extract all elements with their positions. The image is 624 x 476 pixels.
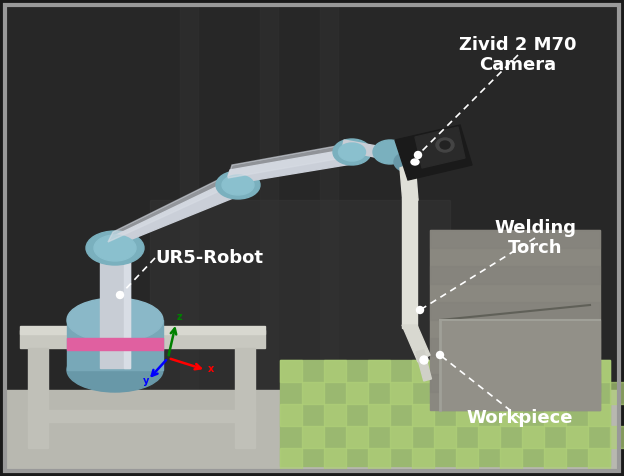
- Ellipse shape: [436, 138, 454, 152]
- Bar: [324, 360, 346, 382]
- Ellipse shape: [411, 159, 419, 165]
- Ellipse shape: [373, 140, 407, 164]
- Bar: [456, 404, 478, 426]
- Bar: [324, 448, 346, 470]
- Bar: [522, 382, 544, 404]
- Ellipse shape: [216, 171, 260, 199]
- Bar: [500, 448, 522, 470]
- Polygon shape: [402, 325, 430, 362]
- Bar: [124, 248, 130, 368]
- Bar: [588, 404, 610, 426]
- Bar: [180, 5, 198, 425]
- Bar: [430, 230, 600, 248]
- Bar: [500, 404, 522, 426]
- Bar: [28, 410, 255, 422]
- Bar: [67, 338, 163, 350]
- Polygon shape: [228, 143, 354, 178]
- Bar: [588, 448, 610, 470]
- Circle shape: [416, 307, 424, 314]
- Bar: [478, 382, 500, 404]
- Bar: [430, 230, 600, 410]
- Bar: [434, 382, 456, 404]
- Bar: [402, 198, 417, 328]
- Text: Workpiece: Workpiece: [467, 409, 573, 427]
- Bar: [544, 448, 566, 470]
- Polygon shape: [395, 125, 472, 180]
- Ellipse shape: [222, 175, 254, 195]
- Bar: [588, 360, 610, 382]
- Polygon shape: [415, 127, 465, 168]
- Bar: [566, 426, 588, 448]
- Ellipse shape: [86, 231, 144, 265]
- Ellipse shape: [440, 141, 450, 149]
- Bar: [280, 360, 610, 466]
- Bar: [412, 360, 434, 382]
- Bar: [610, 382, 624, 404]
- Bar: [368, 360, 390, 382]
- Bar: [28, 348, 48, 448]
- Bar: [320, 5, 338, 425]
- Circle shape: [414, 151, 421, 159]
- Bar: [390, 382, 412, 404]
- Bar: [456, 448, 478, 470]
- Bar: [20, 326, 265, 334]
- Bar: [5, 390, 619, 471]
- Polygon shape: [100, 178, 248, 252]
- Bar: [478, 426, 500, 448]
- Text: Zivid 2 M70
Camera: Zivid 2 M70 Camera: [459, 36, 577, 74]
- Polygon shape: [225, 148, 358, 185]
- Bar: [280, 360, 302, 382]
- Bar: [440, 320, 600, 410]
- Ellipse shape: [67, 298, 163, 342]
- Bar: [280, 404, 302, 426]
- Polygon shape: [400, 162, 418, 204]
- Bar: [412, 404, 434, 426]
- Circle shape: [117, 291, 124, 298]
- Bar: [346, 426, 368, 448]
- Bar: [412, 448, 434, 470]
- Bar: [280, 448, 302, 470]
- Bar: [566, 382, 588, 404]
- Polygon shape: [342, 140, 388, 160]
- Bar: [346, 382, 368, 404]
- Bar: [390, 426, 412, 448]
- Text: UR5-Robot: UR5-Robot: [155, 249, 263, 267]
- Bar: [544, 360, 566, 382]
- Bar: [430, 374, 600, 392]
- Bar: [150, 200, 450, 400]
- Circle shape: [420, 356, 428, 364]
- Text: x: x: [208, 364, 214, 374]
- Text: y: y: [143, 376, 149, 386]
- Bar: [430, 338, 600, 356]
- Bar: [302, 426, 324, 448]
- Bar: [368, 448, 390, 470]
- Ellipse shape: [338, 143, 366, 161]
- Ellipse shape: [67, 348, 163, 392]
- Text: Welding
Torch: Welding Torch: [494, 218, 576, 258]
- Bar: [260, 5, 278, 425]
- Bar: [434, 426, 456, 448]
- Bar: [522, 426, 544, 448]
- Bar: [235, 348, 255, 448]
- Bar: [430, 302, 600, 320]
- Bar: [430, 266, 600, 284]
- Bar: [416, 350, 431, 381]
- Bar: [100, 248, 130, 368]
- Ellipse shape: [394, 152, 422, 172]
- Polygon shape: [108, 173, 237, 242]
- Bar: [67, 320, 163, 370]
- Bar: [500, 360, 522, 382]
- Bar: [324, 404, 346, 426]
- Ellipse shape: [333, 139, 371, 165]
- Bar: [456, 360, 478, 382]
- Bar: [544, 404, 566, 426]
- Bar: [302, 382, 324, 404]
- Ellipse shape: [94, 235, 136, 261]
- Bar: [368, 404, 390, 426]
- Circle shape: [437, 351, 444, 358]
- Bar: [20, 330, 265, 348]
- Text: z: z: [177, 312, 183, 322]
- Bar: [610, 426, 624, 448]
